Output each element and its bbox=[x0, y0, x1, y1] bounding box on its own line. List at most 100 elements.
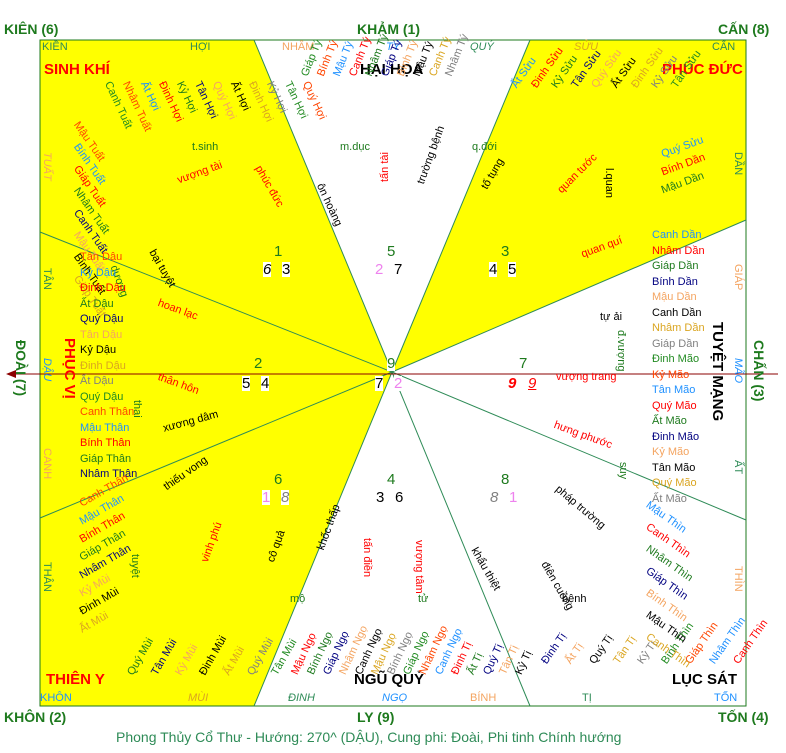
palace-term: tấn tài bbox=[379, 152, 391, 182]
divider-ws bbox=[39, 371, 393, 519]
fs-c-top: 9 bbox=[387, 355, 396, 372]
edge-right-3: ẤT bbox=[732, 460, 744, 475]
stem-branch-label: Nhâm Thân bbox=[80, 468, 138, 480]
direction-arrowhead bbox=[6, 370, 16, 378]
palace-term: t.sinh bbox=[192, 141, 219, 153]
fs-nw-left: 6 bbox=[263, 261, 272, 278]
fs-sw-right: 8 bbox=[281, 489, 290, 506]
palace-term: tấn điền bbox=[361, 538, 373, 578]
palace-term: vượng trang bbox=[556, 371, 617, 383]
fs-e-top: 7 bbox=[519, 355, 528, 372]
edge-bottom-6: TỐN bbox=[714, 692, 738, 704]
stem-branch-label: Tân Dậu bbox=[80, 328, 123, 341]
palace-term: l.quan bbox=[603, 168, 615, 198]
palace-term: mộ bbox=[290, 593, 306, 605]
divider-nw bbox=[253, 39, 393, 373]
edge-left-1: TÂN bbox=[41, 268, 53, 290]
stem-branch-label: Đinh Dậu bbox=[80, 359, 126, 372]
stem-branch-label: Tân Dậu bbox=[80, 251, 123, 263]
fs-ne-top: 3 bbox=[501, 243, 510, 260]
edge-left-0: TUẤT bbox=[41, 152, 53, 181]
divider-en bbox=[391, 219, 747, 373]
stem-branch-label: Quý Mão bbox=[652, 399, 697, 412]
corner-khon: KHÔN (2) bbox=[4, 709, 67, 725]
sector-can bbox=[392, 40, 746, 372]
stem-branch-label: Nhâm Dần bbox=[652, 244, 705, 257]
palace-term: tự ải bbox=[600, 311, 623, 323]
fs-e-left: 9 bbox=[508, 375, 517, 392]
star-luc-sat: LỤC SÁT bbox=[672, 671, 737, 688]
palace-term: đ.vượng bbox=[615, 330, 627, 372]
sector-kien bbox=[40, 40, 392, 372]
edge-bottom-3: NGỌ bbox=[382, 692, 408, 704]
edge-right-1: GIÁP bbox=[732, 264, 744, 291]
edge-top-5: SỬU bbox=[574, 41, 599, 53]
fs-s-right: 6 bbox=[395, 489, 404, 506]
corner-kham: KHẢM (1) bbox=[357, 21, 420, 37]
star-tuyet-mang: TUYỆT MẠNG bbox=[709, 322, 726, 422]
stem-branch-label: Quý Mão bbox=[652, 477, 697, 489]
corner-can: CẤN (8) bbox=[718, 21, 770, 37]
star-phuc-vi: PHỤC VỊ bbox=[61, 338, 78, 399]
stem-branch-label: Kỷ Dậu bbox=[80, 344, 117, 356]
palace-term: tử bbox=[418, 593, 429, 605]
edge-right-0: DẦN bbox=[732, 152, 744, 176]
fs-c-right: 2 bbox=[394, 375, 403, 392]
fs-n-left: 2 bbox=[375, 261, 384, 278]
palace-term: q.đới bbox=[472, 141, 497, 153]
fs-se-top: 8 bbox=[501, 471, 510, 488]
fs-sw-top: 6 bbox=[274, 471, 283, 488]
edge-top-3: TÝ bbox=[386, 41, 401, 53]
edge-top-6: CẤN bbox=[712, 41, 736, 53]
divider-es bbox=[391, 371, 747, 521]
edge-left-3: CANH bbox=[41, 448, 53, 480]
sector-khon bbox=[40, 372, 392, 706]
divider-sw bbox=[253, 371, 393, 707]
stem-branch-label: Kỷ Mão bbox=[652, 446, 690, 458]
stem-branch-label: Canh Dần bbox=[652, 306, 702, 319]
edge-bottom-1: MÙI bbox=[188, 692, 209, 704]
fs-se-right: 1 bbox=[509, 489, 518, 506]
stem-branch-label: Mậu Dần bbox=[652, 291, 697, 303]
stem-branch-label: Bính Dần bbox=[652, 275, 698, 288]
palace-term: m.dục bbox=[340, 141, 370, 153]
fs-nw-top: 1 bbox=[274, 243, 283, 260]
edge-top-0: KIỀN bbox=[42, 41, 68, 53]
stem-branch-label: Giáp Dần bbox=[652, 337, 699, 350]
edge-top-4: QUÝ bbox=[470, 41, 494, 53]
corner-doai: ĐOÀI (7) bbox=[13, 340, 29, 396]
stem-branch-label: Kỷ Dậu bbox=[80, 266, 117, 279]
sector-doai bbox=[40, 232, 392, 518]
star-phuc-duc: PHÚC ĐỨC bbox=[662, 61, 743, 78]
stem-branch-label: Quý Dậu bbox=[80, 313, 124, 325]
stem-branch-label: Ất Dậu bbox=[80, 375, 114, 387]
edge-top-2: NHÂM bbox=[282, 41, 315, 53]
edge-bottom-0: KHÔN bbox=[40, 692, 72, 704]
palace-term: vượng tâm bbox=[413, 540, 425, 594]
fs-c-left: 7 bbox=[375, 375, 384, 392]
fs-nw-right: 3 bbox=[282, 261, 291, 278]
palace-term: tuyệt bbox=[129, 554, 141, 578]
edge-bottom-2: ĐINH bbox=[288, 692, 315, 704]
stem-branch-label: Mậu Thân bbox=[80, 421, 130, 434]
fs-w-right: 4 bbox=[261, 375, 270, 392]
edge-right-2: MÃO bbox=[732, 358, 744, 384]
stem-branch-label: Giáp Thân bbox=[80, 452, 132, 465]
footer-caption: Phong Thủy Cổ Thư - Hướng: 270^ (DẬU), C… bbox=[116, 729, 622, 745]
stem-branch-label: Giáp Dần bbox=[652, 260, 699, 272]
star-sinh-khi: SINH KHÍ bbox=[44, 61, 110, 78]
stem-branch-label: Quý Dậu bbox=[80, 390, 124, 403]
stem-branch-label: Ất Mão bbox=[652, 492, 687, 505]
fs-n-top: 5 bbox=[387, 243, 396, 260]
fs-s-top: 4 bbox=[387, 471, 396, 488]
edge-left-4: THÂN bbox=[41, 562, 53, 592]
corner-kien: KIÊN (6) bbox=[4, 21, 59, 37]
divider-ne bbox=[391, 39, 531, 373]
palace-term: suy bbox=[617, 462, 629, 480]
edge-bottom-4: BÍNH bbox=[470, 692, 497, 704]
fs-e-right: 9 bbox=[528, 375, 537, 392]
stem-branch-label: Đinh Dậu bbox=[80, 282, 126, 294]
fs-w-top: 2 bbox=[254, 355, 263, 372]
